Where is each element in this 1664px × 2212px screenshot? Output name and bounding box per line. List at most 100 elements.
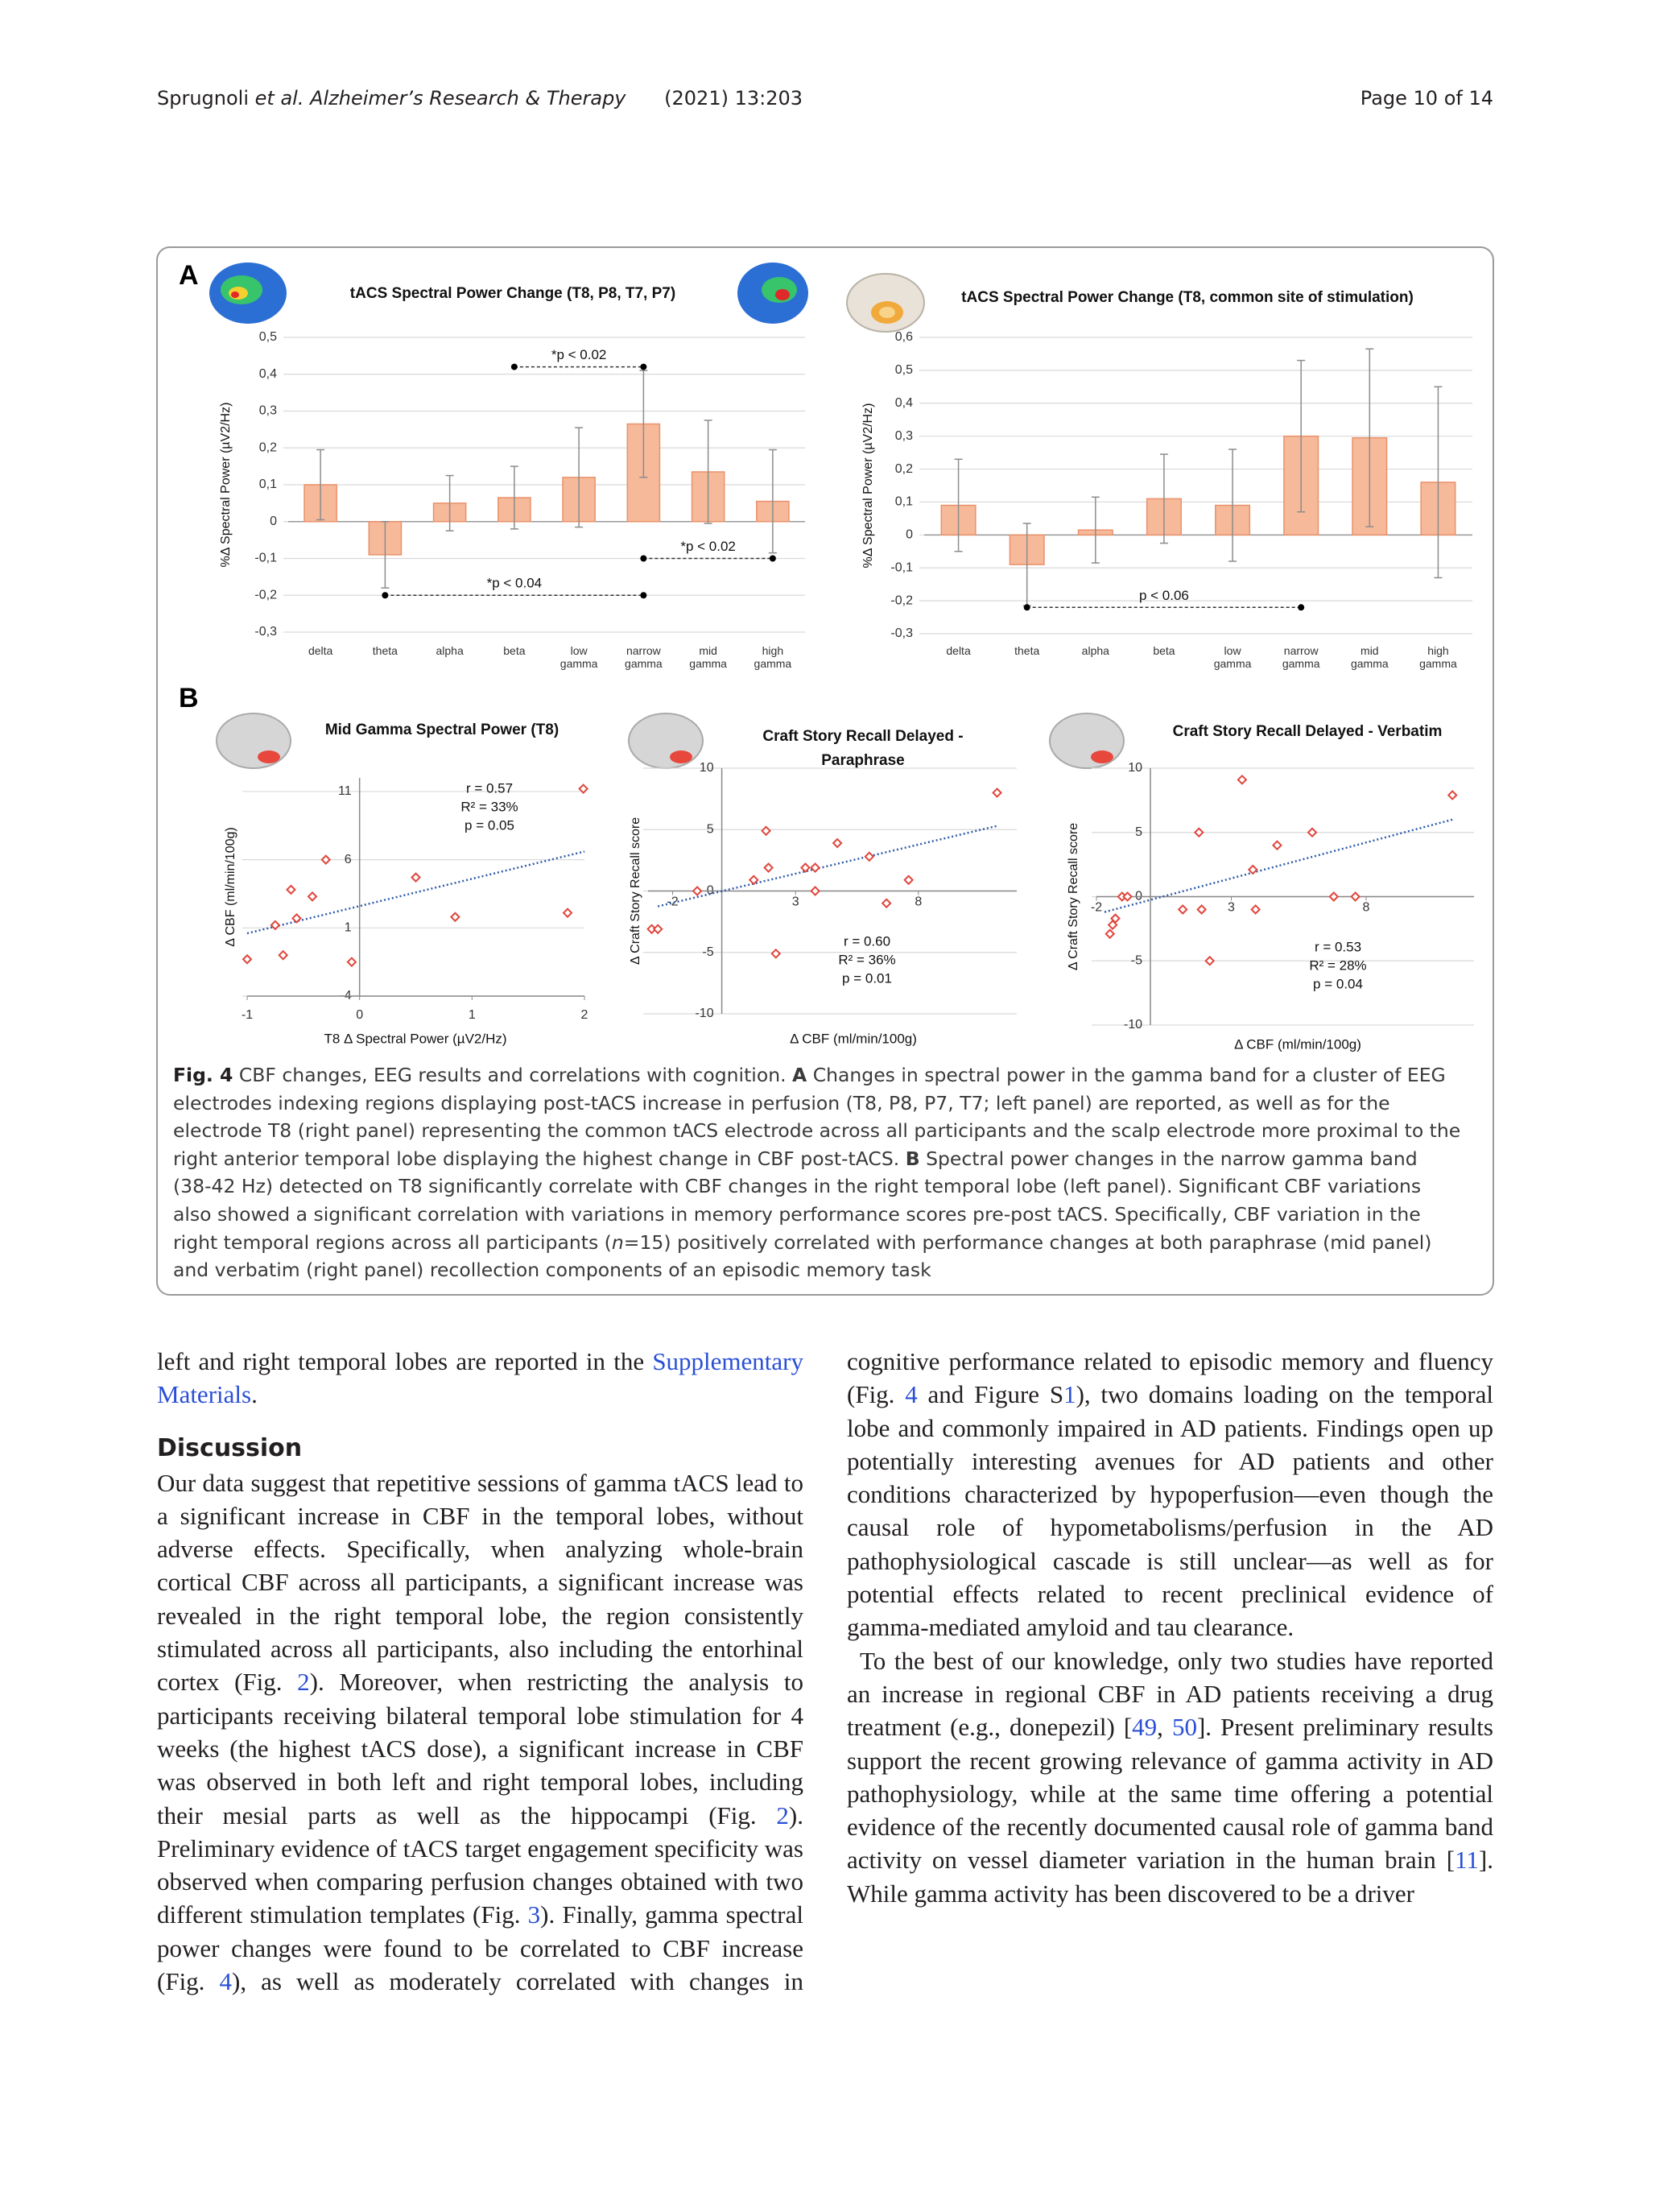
y-tick-label: 11: [338, 784, 352, 798]
y-tick-label: -0,2: [254, 588, 277, 602]
data-point: [307, 891, 318, 902]
stat-label: R² = 33%: [460, 799, 518, 814]
x-axis-label: T8 Δ Spectral Power (µV2/Hz): [324, 1031, 506, 1046]
text-run: .: [251, 1380, 258, 1409]
y-tick-label: 0,3: [895, 429, 913, 443]
y-tick-label: 1: [345, 921, 352, 935]
data-point: [270, 920, 281, 931]
data-point: [1328, 891, 1340, 902]
y-tick-label: -0,1: [254, 552, 277, 565]
data-point: [1110, 913, 1121, 924]
stat-label: r = 0.53: [1315, 939, 1361, 954]
reference-link[interactable]: 4: [219, 1967, 233, 1996]
data-point: [320, 854, 332, 866]
text-run: A: [792, 1064, 807, 1086]
text-run: Spectral power changes in the narrow gam…: [173, 1147, 1422, 1254]
y-tick-label: 0: [906, 528, 913, 542]
x-tick-label: low gamma: [1213, 644, 1252, 670]
x-tick-label: 3: [792, 895, 799, 909]
stat-label: R² = 28%: [1309, 957, 1366, 973]
x-tick-label: 3: [1228, 901, 1235, 915]
header-journal: et al. Alzheimer’s Research & Therapy: [254, 87, 626, 110]
data-point: [864, 851, 875, 862]
y-tick-label: 5: [707, 822, 714, 836]
data-point: [1193, 827, 1204, 838]
reference-link[interactable]: 1: [1063, 1380, 1076, 1409]
x-tick-label-box: mid gamma: [1351, 644, 1389, 670]
y-tick-label: -0,2: [890, 593, 913, 607]
significance-label: p < 0.06: [1139, 588, 1189, 603]
data-point: [1105, 928, 1116, 940]
reference-link[interactable]: 50: [1171, 1713, 1197, 1742]
y-tick-label: 0,2: [259, 440, 277, 454]
text-run: =15) positively correlated with performa…: [173, 1230, 1432, 1282]
x-tick-label: beta: [1153, 644, 1175, 657]
section-heading: Discussion: [157, 1433, 303, 1462]
y-axis-label: Δ Craft Story Recall score: [1067, 823, 1080, 970]
data-point: [1237, 774, 1248, 785]
y-tick-label: -10: [695, 1007, 713, 1020]
x-tick-label-box: theta: [1014, 644, 1039, 657]
reference-link[interactable]: 3: [527, 1900, 541, 1929]
data-point: [903, 874, 915, 886]
x-tick-label: narrow gamma: [1282, 644, 1320, 670]
chart-title-box: Mid Gamma Spectral Power (T8): [325, 721, 559, 738]
data-point: [770, 948, 782, 959]
reference-link[interactable]: 4: [905, 1380, 918, 1409]
reference-link[interactable]: 2: [776, 1801, 789, 1830]
y-tick-label: 0,1: [259, 478, 277, 491]
reference-link[interactable]: 11: [1455, 1846, 1479, 1875]
significance-label: *p < 0.04: [487, 576, 543, 591]
x-tick-label: -1: [242, 1008, 253, 1022]
y-axis-label: %Δ Spectral Power (µV2/Hz): [219, 403, 233, 568]
reference-link[interactable]: 2: [297, 1668, 310, 1697]
text-run: ). Moreover, when restricting the analys…: [157, 1668, 803, 1830]
y-axis-label: %Δ Spectral Power (µV2/Hz): [861, 403, 875, 569]
x-tick-label: 2: [581, 1008, 588, 1022]
data-point: [992, 788, 1002, 798]
panel-label: B: [179, 683, 199, 713]
figure: A B tACS Spectral Power Change (T8, P8, …: [156, 246, 1494, 1296]
data-point: [810, 862, 821, 873]
trendline: [657, 825, 997, 908]
chart-title-box: tACS Spectral Power Change (T8, common s…: [961, 289, 1414, 306]
panel-label: A: [179, 260, 199, 291]
chart-title-box: tACS Spectral Power Change (T8, P8, T7, …: [349, 285, 676, 302]
x-tick-label: delta: [308, 644, 333, 657]
data-point: [578, 784, 589, 794]
stat-label: p = 0.01: [842, 970, 892, 986]
chart-title: tACS Spectral Power Change (T8, P8, T7, …: [349, 285, 676, 302]
significance-end: [1023, 604, 1030, 611]
y-tick-label: -0,3: [254, 625, 277, 639]
x-tick-label: delta: [946, 644, 971, 657]
x-tick-label-box: low gamma: [1213, 644, 1252, 670]
text-run: ). Finally, gamma spectral power changes…: [157, 1900, 803, 1996]
x-tick-label: alpha: [436, 644, 464, 657]
x-tick-label-box: low gamma: [559, 644, 598, 670]
x-tick-label: 8: [1363, 901, 1370, 915]
x-tick-label: 0: [356, 1008, 363, 1022]
text-run: B: [905, 1147, 920, 1170]
caption-label: Fig. 4: [173, 1064, 233, 1086]
y-axis-label: Δ CBF (ml/min/100g): [224, 827, 237, 947]
body-text: left and right temporal lobes are report…: [157, 1345, 1493, 2013]
y-tick-label: 10: [700, 761, 714, 775]
data-point: [1122, 891, 1133, 902]
trendline: [246, 850, 585, 935]
x-tick-label: low gamma: [559, 644, 598, 670]
significance-end: [382, 592, 389, 599]
data-point: [1247, 864, 1258, 875]
x-tick-label: beta: [503, 644, 526, 657]
reference-link[interactable]: 49: [1132, 1713, 1158, 1742]
header-citation: (2021) 13:203: [664, 87, 803, 110]
data-point: [1447, 790, 1458, 800]
chart-title-box: Craft Story Recall Delayed - Paraphrase: [762, 728, 963, 769]
text-run: ), two domains loading on the temporal l…: [847, 1380, 1493, 1642]
reference-link[interactable]: Supplementary Materials: [157, 1347, 803, 1409]
brain-icon: [216, 713, 1125, 769]
significance-label: *p < 0.02: [680, 539, 736, 554]
header-authors: Sprugnoli: [157, 87, 250, 110]
text-run: ). Preliminary evidence of tACS target e…: [157, 1801, 803, 1929]
y-tick-label: -5: [1131, 953, 1142, 967]
